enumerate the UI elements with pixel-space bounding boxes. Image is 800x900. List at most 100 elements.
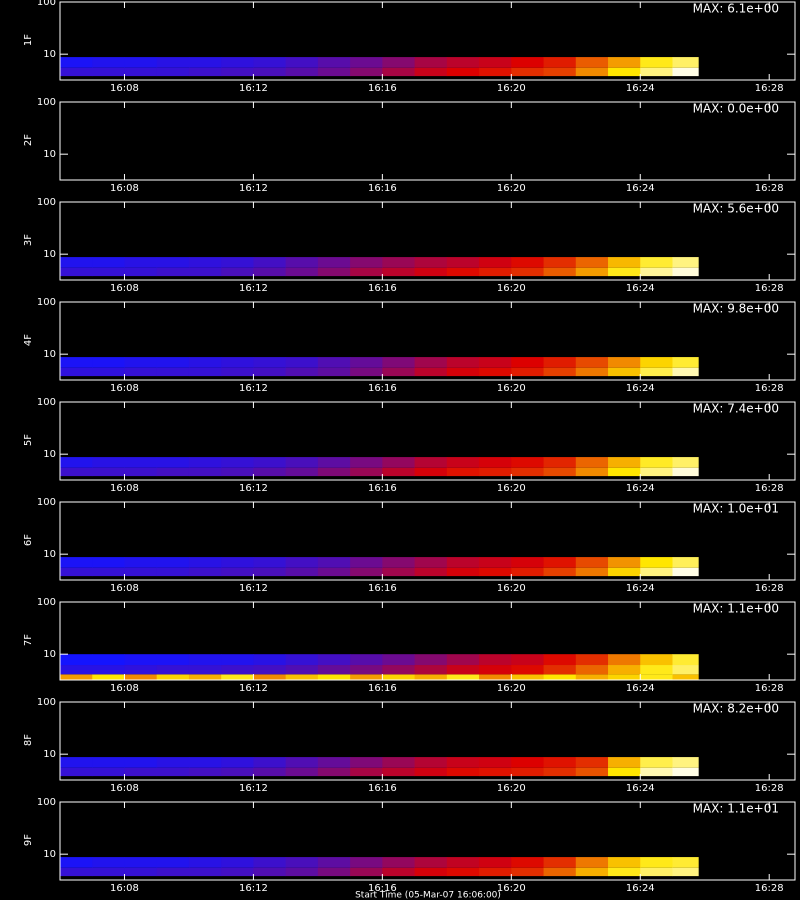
heat-cell: [382, 157, 416, 168]
heat-cell: [608, 767, 641, 777]
x-tick-label: 16:12: [239, 583, 268, 594]
heat-cell: [511, 467, 544, 477]
heat-cell: [608, 67, 641, 77]
heat-cell: [414, 665, 448, 675]
heat-cell: [511, 867, 544, 877]
heat-cell: [156, 654, 190, 666]
heat-cell: [317, 57, 351, 68]
heat-cell: [543, 267, 577, 277]
x-tick-label: 16:28: [755, 883, 784, 894]
heat-cell: [285, 167, 319, 177]
heat-cell: [608, 167, 641, 177]
heat-cell: [414, 367, 448, 377]
plot-frame: [59, 401, 796, 481]
heat-cell: [156, 357, 190, 368]
annotation: MAX: 1.1e+00: [693, 602, 779, 616]
annotation: MAX: 9.8e+00: [693, 302, 779, 316]
heat-cell: [640, 757, 673, 768]
heat-cell: [317, 567, 351, 577]
heat-cell: [511, 257, 544, 268]
heat-cell: [640, 467, 673, 477]
y-tick-label: 100: [37, 597, 56, 608]
y-tick-label: 100: [37, 797, 56, 808]
heat-cell: [221, 357, 254, 368]
heat-cell: [188, 467, 222, 477]
heat-cell: [350, 665, 383, 675]
heat-cell: [414, 467, 448, 477]
heat-cell: [382, 857, 416, 868]
y-tick-label: 10: [43, 749, 56, 760]
heat-cell: [382, 257, 416, 268]
x-tick-label: 16:24: [626, 783, 655, 794]
heat-cell: [543, 457, 577, 468]
heat-cell: [608, 267, 641, 277]
heat-cell: [60, 654, 93, 666]
x-tick-label: 16:12: [239, 183, 268, 194]
heat-cell: [446, 674, 480, 680]
panel: 16:08 16:12 16:16 16:20 16:24 16:28 10 100 3F MAX…: [23, 197, 796, 294]
heat-cell: [156, 167, 190, 177]
x-tick-label: 16:16: [368, 383, 397, 394]
annotation: MAX: 0.0e+00: [693, 102, 779, 116]
heat-cell: [92, 867, 125, 877]
heat-cell: [317, 157, 351, 168]
heat-cell: [382, 665, 416, 675]
heat-cell: [156, 665, 190, 675]
heat-cell: [92, 57, 125, 68]
heat-cell: [575, 267, 609, 277]
x-tick-label: 16:12: [239, 683, 268, 694]
heat-cell: [285, 757, 319, 768]
heat-cell: [285, 357, 319, 368]
heat-cell: [285, 654, 319, 666]
plot-frame: [59, 101, 796, 181]
heat-cell: [446, 857, 480, 868]
heat-cell: [382, 867, 416, 877]
heat-cell: [317, 457, 351, 468]
heat-cell: [253, 654, 287, 666]
heat-cell: [575, 157, 609, 168]
heat-cell: [253, 267, 287, 277]
heat-cell: [446, 357, 480, 368]
heat-cell: [382, 367, 416, 377]
heat-cell: [640, 867, 673, 877]
x-tick-label: 16:24: [626, 83, 655, 94]
heat-cell: [543, 567, 577, 577]
heat-cell: [350, 367, 383, 377]
heat-cell: [543, 357, 577, 368]
heat-cell: [253, 367, 287, 377]
heat-cell: [285, 674, 319, 680]
heat-cell: [543, 757, 577, 768]
heat-cell: [446, 867, 480, 877]
heat-cell: [446, 57, 480, 68]
heat-cell: [253, 457, 287, 468]
heat-cell: [92, 157, 125, 168]
heat-cell: [479, 557, 512, 568]
y-tick-label: 10: [43, 349, 56, 360]
heat-cell: [511, 157, 544, 168]
heat-cell: [92, 567, 125, 577]
heat-cell: [608, 857, 641, 868]
heat-cell: [188, 767, 222, 777]
heat-cell: [156, 67, 190, 77]
y-axis-label: 5F: [23, 434, 34, 446]
heat-cell: [221, 767, 254, 777]
heat-cell: [221, 567, 254, 577]
heat-cell: [382, 67, 416, 77]
x-tick-label: 16:24: [626, 183, 655, 194]
heat-cell: [446, 67, 480, 77]
heat-cell: [479, 57, 512, 68]
heat-cell: [317, 557, 351, 568]
heat-cell: [124, 857, 158, 868]
heat-cell: [221, 267, 254, 277]
heat-cell: [640, 857, 673, 868]
heat-cell: [221, 367, 254, 377]
heat-cell: [156, 257, 190, 268]
x-tick-label: 16:20: [497, 383, 526, 394]
x-tick-label: 16:20: [497, 483, 526, 494]
heat-cell: [253, 857, 287, 868]
heat-cell: [382, 457, 416, 468]
heat-cell: [350, 654, 383, 666]
heat-cell: [511, 757, 544, 768]
x-tick-label: 16:24: [626, 383, 655, 394]
heat-cell: [511, 167, 544, 177]
